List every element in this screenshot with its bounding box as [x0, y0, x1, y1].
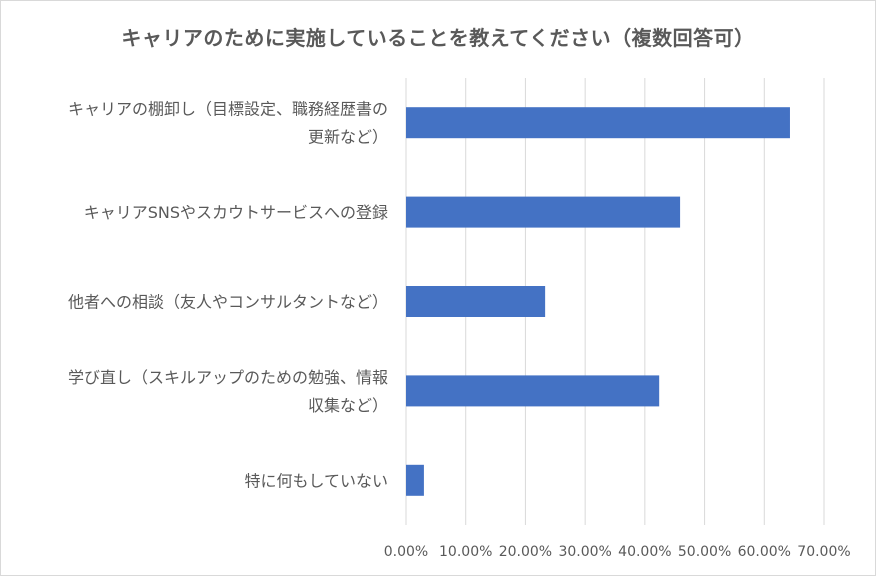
bar	[406, 107, 790, 139]
x-tick-label: 60.00%	[738, 544, 791, 560]
x-tick-label: 70.00%	[797, 544, 850, 560]
bar	[406, 196, 681, 228]
bars	[406, 107, 790, 496]
category-labels: キャリアの棚卸し（目標設定、職務経歴書の更新など） キャリアSNSやスカウトサービ…	[68, 100, 388, 491]
x-tick-label: 50.00%	[678, 544, 731, 560]
category-label: 学び直し（スキルアップのための勉強、情報収集など）	[68, 368, 388, 415]
category-label: キャリアの棚卸し（目標設定、職務経歴書の更新など）	[68, 100, 388, 147]
category-label: キャリアSNSやスカウトサービスへの登録	[84, 203, 388, 222]
x-tick-label: 20.00%	[499, 544, 552, 560]
x-tick-label: 40.00%	[618, 544, 671, 560]
x-tick-labels: 0.00% 10.00% 20.00% 30.00% 40.00% 50.00% 60.00…	[384, 544, 851, 560]
bar	[406, 464, 424, 496]
category-label: 特に何もしていない	[244, 471, 388, 490]
category-label: 他者への相談（友人やコンサルタントなど）	[68, 293, 388, 312]
x-tick-label: 30.00%	[558, 544, 611, 560]
x-tick-label: 0.00%	[384, 544, 428, 560]
bar	[406, 286, 546, 317]
chart-title: キャリアのために実施していることを教えてください（複数回答可）	[121, 26, 755, 50]
x-tick-label: 10.00%	[439, 544, 492, 560]
bar	[406, 375, 660, 407]
